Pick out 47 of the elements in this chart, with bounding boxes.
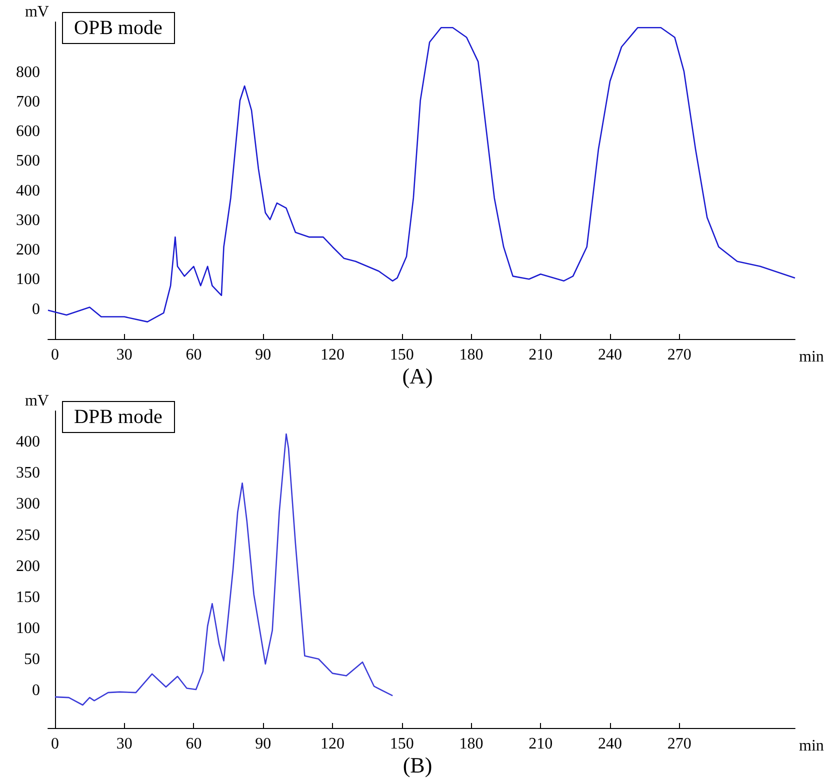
y-tick-label: 300 (16, 212, 40, 229)
y-tick-label: 150 (16, 588, 40, 606)
text: (B) (402, 752, 432, 778)
x-tick-label: 90 (255, 346, 272, 364)
x-axis-title: min (799, 738, 824, 754)
y-tick-label: 400 (16, 434, 40, 451)
x-tick-label: 90 (255, 736, 272, 752)
x-tick-label: 180 (459, 346, 484, 364)
y-tick-label: 700 (16, 93, 40, 110)
y-tick-label: 200 (16, 558, 40, 575)
y-tick-label: 800 (16, 64, 40, 81)
x-tick-label: 60 (186, 736, 202, 752)
x-tick-label: 270 (667, 736, 692, 752)
y-tick-label: 400 (16, 182, 40, 200)
y-tick-label: 350 (16, 464, 40, 482)
chart-title: OPB mode (74, 17, 162, 39)
x-tick-label: 60 (186, 346, 202, 364)
y-tick-label: 50 (24, 651, 40, 668)
x-tick-label: 240 (598, 346, 622, 364)
y-tick-label: 200 (16, 242, 40, 259)
x-tick-label: 0 (50, 346, 59, 364)
x-tick-label: 0 (50, 736, 59, 752)
x-tick-label: 150 (390, 736, 414, 752)
y-tick-label: 500 (16, 152, 40, 170)
y-tick-label: 0 (32, 300, 40, 318)
y-tick-label: 0 (32, 682, 40, 700)
x-tick-label: 180 (459, 736, 484, 752)
x-tick-label: 120 (320, 346, 344, 364)
x-tick-label: 150 (390, 346, 414, 364)
y-tick-label: 100 (16, 620, 40, 638)
y-tick-label: 600 (16, 123, 40, 140)
y-tick-label: 300 (16, 496, 40, 513)
x-tick-label: 270 (667, 346, 692, 364)
y-tick-label: 100 (16, 271, 40, 288)
x-axis-title: min (799, 348, 824, 366)
text: (A) (402, 364, 433, 388)
x-tick-label: 240 (598, 736, 622, 752)
x-tick-label: 30 (116, 736, 132, 752)
x-tick-label: 30 (116, 346, 132, 364)
y-axis-title: mV (24, 392, 50, 410)
x-tick-label: 210 (528, 736, 553, 752)
y-tick-label: 250 (16, 526, 40, 544)
y-axis-title: mV (24, 4, 50, 20)
chart-title: DPB mode (74, 406, 162, 428)
x-tick-label: 120 (320, 736, 344, 752)
line-series (54, 433, 394, 706)
x-tick-label: 210 (528, 346, 553, 364)
